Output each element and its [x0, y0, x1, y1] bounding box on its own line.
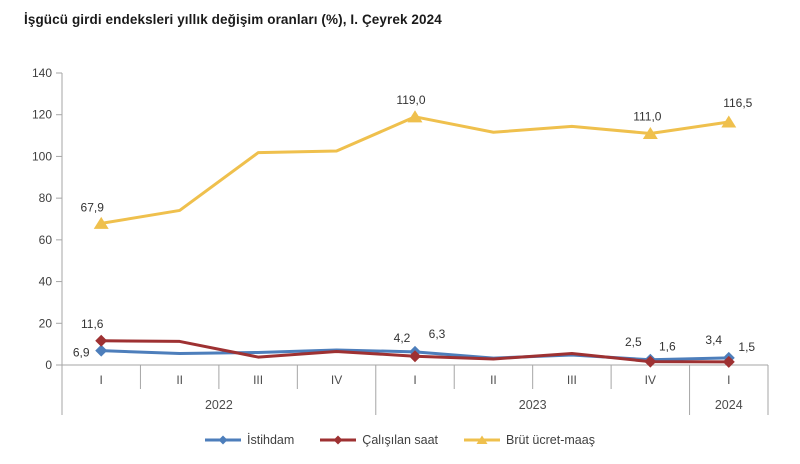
y-tick-label: 120: [32, 108, 52, 122]
series-1-marker: [409, 350, 421, 363]
series-2-marker: [407, 110, 423, 123]
series-1-marker: [95, 334, 108, 347]
data-point-label: 6,3: [429, 327, 446, 341]
x-year-label: 2024: [715, 398, 743, 412]
legend-label: Çalışılan saat: [362, 433, 439, 447]
legend-label: Brüt ücret-maaş: [506, 433, 595, 447]
legend-item-calisilan-saat: Çalışılan saat: [320, 433, 438, 447]
series-0-marker: [95, 344, 108, 357]
series-2-marker: [642, 126, 658, 140]
data-point-label: 4,2: [394, 331, 411, 345]
y-tick-label: 0: [45, 358, 52, 372]
x-quarter-label: III: [567, 373, 577, 387]
y-tick-label: 40: [39, 275, 53, 289]
x-quarter-label: I: [413, 373, 416, 387]
legend-item-istihdam: İstihdam: [205, 433, 294, 447]
series-1-marker: [722, 355, 735, 368]
x-quarter-label: II: [490, 373, 497, 387]
chart-title: İşgücü girdi endeksleri yıllık değişim o…: [24, 12, 442, 27]
x-quarter-label: I: [100, 373, 103, 387]
data-point-label: 6,9: [73, 346, 90, 360]
series-1-marker: [644, 355, 657, 368]
series-2-marker: [93, 216, 109, 229]
x-quarter-label: III: [253, 373, 263, 387]
y-tick-label: 100: [32, 149, 52, 163]
data-point-label: 1,6: [659, 340, 676, 354]
data-point-label: 67,9: [81, 200, 105, 214]
y-tick-label: 80: [39, 191, 53, 205]
chart-legend: İstihdam Çalışılan saat Brüt ücret-maaş: [0, 433, 800, 447]
y-tick-label: 20: [39, 316, 53, 330]
data-point-label: 111,0: [633, 109, 662, 123]
data-point-label: 119,0: [396, 93, 425, 107]
data-point-label: 1,5: [738, 340, 755, 354]
data-point-label: 2,5: [625, 335, 642, 349]
legend-label: İstihdam: [247, 433, 295, 447]
x-quarter-label: IV: [645, 373, 656, 387]
x-quarter-label: I: [727, 373, 730, 387]
series-line-2: [99, 115, 731, 225]
x-quarter-label: IV: [331, 373, 342, 387]
calisilan-saat-line-marker-icon: [320, 435, 357, 445]
x-year-label: 2022: [205, 398, 233, 412]
x-year-label: 2023: [519, 398, 547, 412]
y-tick-label: 60: [39, 233, 53, 247]
istihdam-line-marker-icon: [205, 435, 242, 445]
brut-ucret-maas-line-marker-icon: [464, 435, 501, 444]
x-quarter-label: II: [176, 373, 183, 387]
data-point-label: 3,4: [705, 333, 722, 347]
data-point-label: 116,5: [723, 96, 752, 110]
series-2-marker: [721, 115, 737, 128]
data-point-label: 11,6: [81, 317, 104, 331]
y-tick-label: 140: [32, 66, 52, 80]
legend-item-brut-ucret-maas: Brüt ücret-maaş: [464, 433, 595, 447]
